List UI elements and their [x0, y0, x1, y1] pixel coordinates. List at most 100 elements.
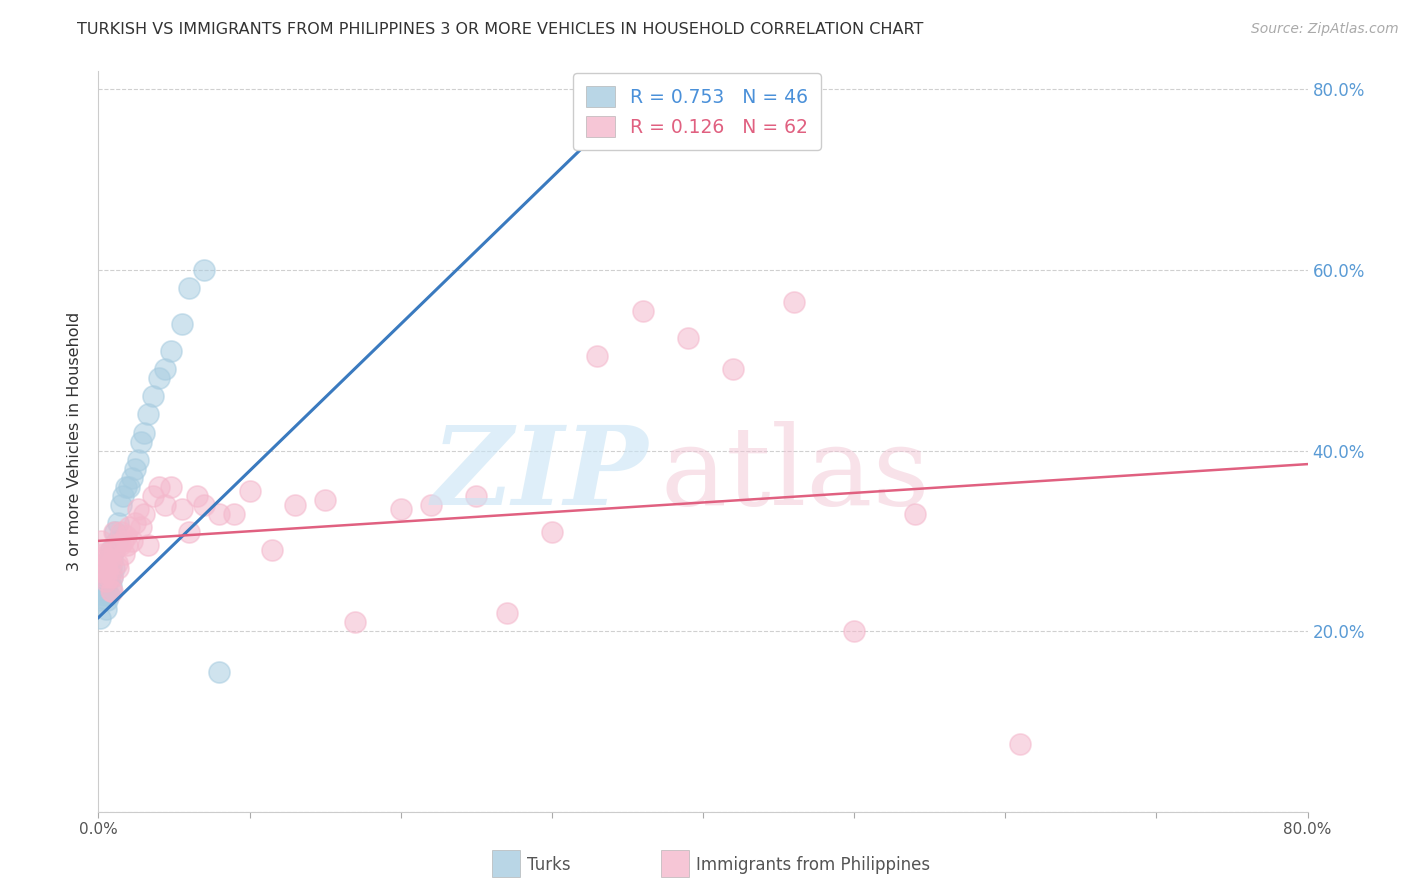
- Point: [153, 498, 176, 512]
- Point: [904, 507, 927, 521]
- Point: [540, 524, 562, 539]
- Point: [193, 263, 215, 277]
- Point: [103, 524, 125, 539]
- Point: [631, 303, 654, 318]
- Point: [314, 493, 336, 508]
- Point: [1010, 737, 1032, 751]
- Point: [179, 524, 201, 539]
- Point: [108, 538, 131, 552]
- Point: [262, 542, 284, 557]
- Point: [89, 610, 111, 624]
- Point: [193, 498, 215, 512]
- Point: [94, 561, 117, 575]
- Point: [100, 542, 122, 557]
- Point: [96, 566, 118, 580]
- Point: [136, 408, 159, 422]
- Point: [284, 498, 307, 512]
- Point: [93, 574, 115, 589]
- Point: [114, 480, 136, 494]
- Point: [98, 552, 121, 566]
- Point: [142, 389, 165, 403]
- Point: [100, 557, 122, 571]
- Point: [132, 425, 155, 440]
- Point: [127, 502, 149, 516]
- Point: [115, 538, 138, 552]
- Point: [118, 520, 141, 534]
- Point: [420, 498, 443, 512]
- Point: [90, 592, 112, 607]
- Point: [224, 507, 246, 521]
- Point: [91, 570, 114, 584]
- Point: [124, 516, 146, 530]
- Point: [160, 480, 183, 494]
- Point: [844, 624, 866, 639]
- Point: [186, 489, 208, 503]
- Point: [100, 579, 122, 593]
- Point: [105, 533, 128, 548]
- Point: [170, 502, 193, 516]
- Point: [111, 489, 134, 503]
- Point: [495, 606, 517, 620]
- Point: [98, 570, 121, 584]
- Point: [723, 362, 745, 376]
- Point: [783, 294, 806, 309]
- Point: [93, 588, 115, 602]
- Point: [94, 574, 117, 589]
- Point: [90, 533, 112, 548]
- Point: [91, 583, 114, 598]
- Point: [148, 371, 170, 385]
- Point: [112, 548, 135, 562]
- Point: [586, 100, 609, 114]
- Point: [105, 557, 128, 571]
- Point: [100, 561, 122, 575]
- Point: [91, 566, 114, 580]
- Legend: R = 0.753   N = 46, R = 0.126   N = 62: R = 0.753 N = 46, R = 0.126 N = 62: [574, 73, 821, 150]
- Point: [103, 542, 125, 557]
- Point: [160, 344, 183, 359]
- Point: [153, 362, 176, 376]
- Point: [101, 570, 124, 584]
- Point: [114, 529, 136, 543]
- Point: [132, 507, 155, 521]
- Point: [465, 489, 488, 503]
- Point: [118, 480, 141, 494]
- Point: [121, 533, 143, 548]
- Point: [389, 502, 412, 516]
- Point: [94, 557, 117, 571]
- Point: [104, 524, 127, 539]
- Point: [94, 566, 117, 580]
- Point: [129, 520, 152, 534]
- Point: [96, 592, 118, 607]
- Point: [124, 461, 146, 475]
- Point: [98, 588, 121, 602]
- Point: [101, 552, 124, 566]
- Point: [208, 665, 231, 679]
- Point: [98, 552, 121, 566]
- Point: [110, 498, 132, 512]
- Point: [94, 601, 117, 615]
- Point: [127, 452, 149, 467]
- Text: Immigrants from Philippines: Immigrants from Philippines: [696, 856, 931, 874]
- Point: [208, 507, 231, 521]
- Text: atlas: atlas: [661, 421, 931, 528]
- Point: [96, 561, 118, 575]
- Point: [110, 524, 132, 539]
- Text: Source: ZipAtlas.com: Source: ZipAtlas.com: [1251, 22, 1399, 37]
- Point: [142, 489, 165, 503]
- Y-axis label: 3 or more Vehicles in Household: 3 or more Vehicles in Household: [67, 312, 83, 571]
- Point: [101, 583, 124, 598]
- Point: [107, 561, 129, 575]
- Text: Turks: Turks: [527, 856, 571, 874]
- Point: [344, 615, 367, 629]
- Point: [107, 516, 129, 530]
- Point: [148, 480, 170, 494]
- Point: [676, 331, 699, 345]
- Point: [129, 434, 152, 449]
- Point: [101, 570, 124, 584]
- Point: [179, 281, 201, 295]
- Point: [121, 470, 143, 484]
- Point: [93, 561, 115, 575]
- Point: [103, 561, 125, 575]
- Text: ZIP: ZIP: [432, 421, 648, 529]
- Point: [103, 542, 125, 557]
